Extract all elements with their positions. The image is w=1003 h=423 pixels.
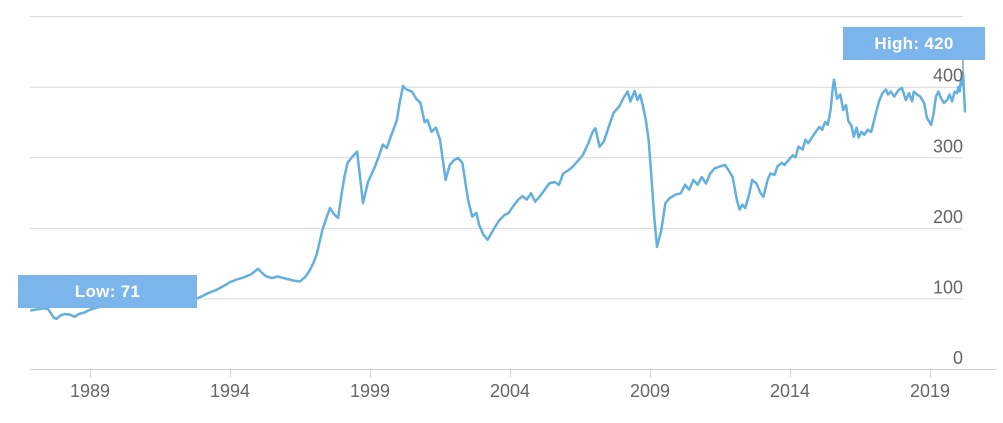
low-annotation-box: Low: 71 xyxy=(18,275,197,308)
x-tick-label-2004: 2004 xyxy=(490,381,530,401)
high-annotation-box: High: 420 xyxy=(843,27,985,60)
y-tick-label-100: 100 xyxy=(933,277,963,297)
y-gridlines xyxy=(30,16,963,300)
low-annotation-label: Low: 71 xyxy=(74,281,141,301)
x-tick-label-1994: 1994 xyxy=(210,381,250,401)
y-axis-tick-labels: 0 100 200 300 400 xyxy=(933,66,963,368)
x-tick-label-2009: 2009 xyxy=(630,381,670,401)
x-axis-tick-labels: 1989 1994 1999 2004 2009 2014 2019 xyxy=(70,381,950,401)
price-line-series xyxy=(29,71,967,321)
y-tick-label-200: 200 xyxy=(933,207,963,227)
y-tick-label-300: 300 xyxy=(933,136,963,156)
high-annotation-label: High: 420 xyxy=(874,33,954,53)
x-tick-label-2014: 2014 xyxy=(770,381,810,401)
y-tick-label-400: 400 xyxy=(933,66,963,86)
x-tick-label-2019: 2019 xyxy=(910,381,950,401)
y-tick-label-0: 0 xyxy=(953,348,963,368)
x-tick-label-1989: 1989 xyxy=(70,381,110,401)
x-axis-tick-marks xyxy=(90,370,931,377)
x-tick-label-1999: 1999 xyxy=(350,381,390,401)
